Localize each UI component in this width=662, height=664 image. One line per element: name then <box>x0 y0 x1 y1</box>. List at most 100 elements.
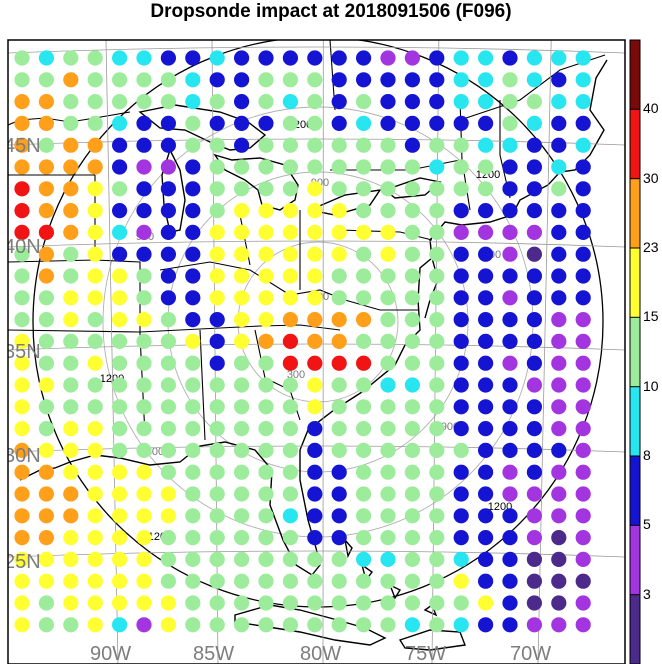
colorbar-tick-label: 23 <box>643 239 659 255</box>
impact-dot <box>112 268 128 284</box>
impact-dot <box>356 399 372 415</box>
impact-dot <box>453 486 469 502</box>
impact-dot <box>258 181 274 197</box>
impact-dot <box>112 421 128 437</box>
longitude-label: 85W <box>193 643 234 664</box>
impact-dot <box>453 290 469 306</box>
impact-dot <box>136 268 152 284</box>
impact-dot <box>380 115 396 131</box>
impact-dot <box>258 530 274 546</box>
impact-dot <box>429 355 445 371</box>
impact-dot <box>38 573 55 589</box>
impact-dot <box>136 333 152 349</box>
impact-dot <box>282 530 298 546</box>
impact-dot <box>185 486 201 502</box>
impact-dot <box>478 399 494 415</box>
impact-dot <box>356 595 372 611</box>
impact-dot <box>14 595 30 611</box>
impact-dot <box>453 530 469 546</box>
impact-dot <box>234 312 250 328</box>
impact-dot <box>404 72 420 88</box>
impact-dot <box>331 224 347 240</box>
impact-dot <box>502 442 518 458</box>
impact-dot <box>453 181 469 197</box>
impact-dot <box>551 94 567 110</box>
impact-dot <box>14 94 30 110</box>
impact-dot <box>160 508 176 524</box>
impact-dot <box>478 530 494 546</box>
impact-dot <box>307 333 323 349</box>
impact-dot <box>258 551 274 568</box>
impact-dot <box>209 115 225 131</box>
impact-dot <box>209 72 225 88</box>
impact-dot <box>136 464 152 480</box>
impact-dot <box>63 551 79 568</box>
impact-dot <box>136 72 152 88</box>
impact-dot <box>136 617 152 633</box>
impact-dot <box>63 137 79 153</box>
impact-dot <box>234 486 250 502</box>
impact-dot <box>453 246 469 262</box>
impact-dot <box>14 181 30 197</box>
impact-dot <box>502 530 518 546</box>
longitude-label: 90W <box>90 643 131 664</box>
impact-dot <box>63 94 79 110</box>
impact-dot <box>404 442 420 458</box>
impact-dot <box>160 617 176 633</box>
impact-dot <box>160 573 176 589</box>
impact-dot <box>87 377 103 393</box>
impact-dot <box>478 333 494 349</box>
impact-dot <box>356 464 372 480</box>
impact-dot <box>404 508 420 524</box>
colorbar-tick-label: 30 <box>643 169 659 186</box>
impact-dot <box>478 312 494 328</box>
longitude-label: 80W <box>300 643 341 664</box>
impact-dot <box>380 377 396 393</box>
impact-dot <box>258 137 274 153</box>
impact-dot <box>478 203 494 219</box>
colorbar-tick-label: 40 <box>643 100 659 117</box>
impact-dot <box>185 50 201 66</box>
impact-dot <box>209 530 225 546</box>
impact-dot <box>526 50 543 66</box>
impact-dot <box>502 203 518 219</box>
colorbar-segment <box>630 456 640 526</box>
impact-dot <box>429 442 445 458</box>
impact-dot <box>185 377 201 393</box>
impact-dot <box>453 377 469 393</box>
impact-dot <box>136 115 152 131</box>
impact-dot <box>234 464 250 480</box>
impact-dot <box>526 508 543 524</box>
impact-dot <box>575 268 591 284</box>
impact-dot <box>63 442 79 458</box>
impact-dot <box>331 115 347 131</box>
impact-dot <box>307 224 323 240</box>
impact-dot <box>478 508 494 524</box>
impact-dot <box>38 312 55 328</box>
impact-dot <box>14 72 30 88</box>
impact-dot <box>502 224 518 240</box>
impact-dot <box>502 137 518 153</box>
impact-dot <box>429 137 445 153</box>
impact-dot <box>478 94 494 110</box>
impact-dot <box>551 595 567 611</box>
impact-dot <box>112 486 128 502</box>
impact-dot <box>429 50 445 66</box>
impact-dot <box>14 377 30 393</box>
impact-dot <box>502 115 518 131</box>
impact-dot <box>502 595 518 611</box>
impact-dot <box>551 246 567 262</box>
impact-dot <box>87 159 103 175</box>
impact-dot <box>453 421 469 437</box>
impact-dot <box>185 421 201 437</box>
impact-dot <box>429 595 445 611</box>
colorbar-segment <box>630 386 640 456</box>
impact-dot <box>478 50 494 66</box>
impact-dot <box>429 508 445 524</box>
impact-dot <box>185 203 201 219</box>
impact-dot <box>38 224 55 240</box>
impact-dot <box>453 312 469 328</box>
impact-dot <box>112 203 128 219</box>
impact-dot <box>14 333 30 349</box>
latitude-line <box>8 46 625 54</box>
